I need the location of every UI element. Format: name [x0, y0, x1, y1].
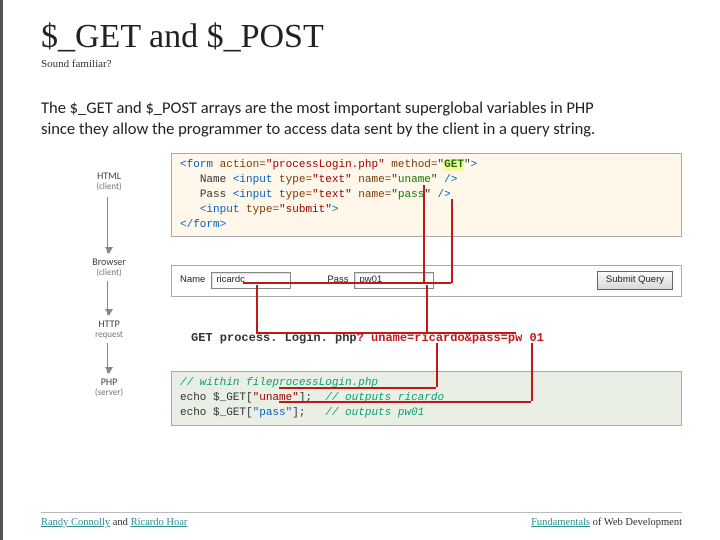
connector-line [411, 282, 451, 284]
connector-line [279, 387, 436, 389]
page-subtitle: Sound familiar? [41, 58, 682, 70]
author-link[interactable]: Ricardo Hoar [131, 517, 188, 528]
browser-name-field[interactable]: ricardc [211, 272, 291, 289]
form-method: GET [444, 159, 464, 171]
flow-sublabel: request [69, 330, 149, 339]
flow-node-html: HTML (client) [69, 171, 149, 191]
flow-sublabel: (server) [69, 388, 149, 397]
author-link[interactable]: Randy Connolly [41, 517, 110, 528]
diagram: HTML (client) Browser (client) HTTP requ… [41, 153, 682, 443]
php-l2a: echo $_GET[ [180, 407, 253, 419]
browser-pass-label: Pass [327, 274, 348, 287]
form-pass: pass [398, 189, 424, 201]
code-box-html-form: <form action="processLogin.php" method="… [171, 153, 682, 237]
connector-line [531, 343, 533, 401]
form-pass-label: Pass [200, 189, 226, 201]
php-key-pass: "pass" [253, 407, 293, 419]
body-paragraph: The $_GET and $_POST arrays are the most… [41, 98, 601, 139]
footer-left: Randy Connolly and Ricardo Hoar [41, 517, 187, 528]
submit-button[interactable]: Submit Query [597, 271, 673, 290]
http-verb: GET [191, 331, 213, 345]
flow-sublabel: (client) [69, 182, 149, 191]
flow-node-http: HTTP request [69, 319, 149, 339]
flow-sublabel: (client) [69, 268, 149, 277]
connector-line [243, 282, 423, 284]
php-out2: // outputs pw01 [325, 407, 424, 419]
php-l2b: ]; [292, 407, 325, 419]
php-l1a: echo $_GET[ [180, 392, 253, 404]
form-action: processLogin.php [272, 159, 378, 171]
footer-right-b: of Web Development [590, 517, 682, 528]
footer-sep: and [110, 517, 130, 528]
browser-name-label: Name [180, 274, 205, 287]
connector-line [256, 332, 426, 334]
slide-footer: Randy Connolly and Ricardo Hoar Fundamen… [41, 512, 682, 528]
connector-line [436, 343, 438, 387]
connector-line [426, 332, 516, 334]
connector-line [279, 401, 531, 403]
arrow-down-icon [107, 197, 108, 253]
footer-right: Fundamentals of Web Development [531, 517, 682, 528]
code-box-php: // within fileprocessLogin.php echo $_GE… [171, 371, 682, 426]
page-title: $_GET and $_POST [41, 18, 682, 56]
book-link[interactable]: Fundamentals [531, 517, 590, 528]
flow-node-browser: Browser (client) [69, 257, 149, 277]
connector-line [256, 285, 258, 333]
connector-line [451, 199, 453, 283]
form-name-label: Name [200, 174, 226, 186]
arrow-down-icon [107, 343, 108, 373]
arrow-down-icon [107, 281, 108, 315]
flow-node-php: PHP (server) [69, 377, 149, 397]
connector-line [423, 185, 425, 283]
connector-line [426, 285, 428, 333]
form-uname: uname [398, 174, 431, 186]
